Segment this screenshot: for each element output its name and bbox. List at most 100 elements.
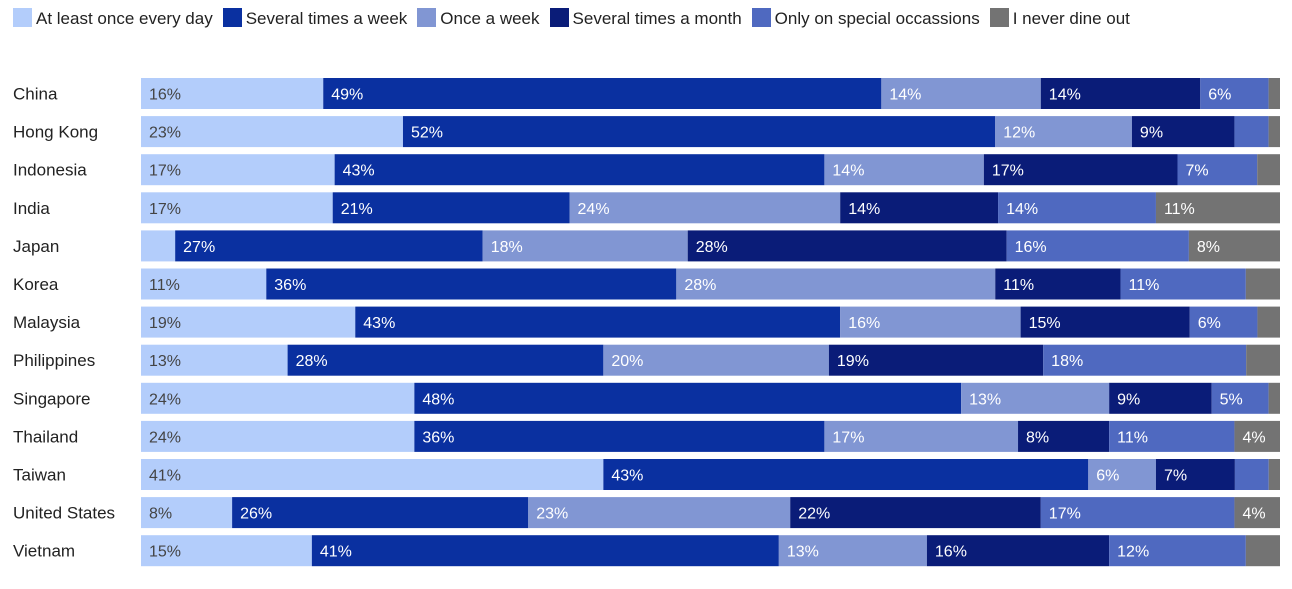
bar-segment: [603, 344, 829, 376]
data-label: 27%: [183, 239, 215, 256]
legend-item: Several times a month: [549, 8, 742, 28]
bar-segment: [676, 268, 996, 300]
bar-segment: [1268, 78, 1280, 109]
data-label: 13%: [969, 391, 1001, 408]
data-label: 11%: [1003, 277, 1034, 294]
legend-item: Once a week: [417, 8, 540, 28]
bar-segment: [1177, 154, 1258, 186]
category-label: Vietnam: [13, 542, 75, 561]
bar-segment: [1109, 382, 1212, 414]
bar-segment: [1268, 382, 1280, 414]
data-label: 4%: [1242, 506, 1265, 523]
bar-segment: [1245, 535, 1280, 567]
category-label: Malaysia: [13, 313, 81, 332]
data-label: 19%: [149, 315, 181, 332]
chart-legend: At least once every day Several times a w…: [13, 6, 1273, 32]
bar-segment: [141, 382, 415, 414]
data-label: 49%: [331, 87, 363, 104]
legend-item: Only on special occassions: [751, 8, 980, 28]
bar-segment: [141, 154, 335, 186]
bar-segment: [1257, 306, 1280, 338]
bar-segment: [881, 78, 1041, 109]
category-label: Singapore: [13, 389, 91, 408]
data-label: 24%: [149, 391, 181, 408]
data-label: 17%: [832, 429, 864, 446]
bar-segment: [1234, 420, 1280, 452]
bar-segment: [332, 192, 570, 224]
data-label: 8%: [1026, 429, 1049, 446]
data-label: 17%: [149, 201, 181, 218]
bar-segment: [1211, 382, 1269, 414]
bar-segment: [355, 306, 841, 338]
data-label: 43%: [611, 468, 643, 485]
category-label: Korea: [13, 275, 59, 294]
bar-segment: [824, 154, 984, 186]
bar-segment: [323, 78, 882, 109]
legend-label: Several times a month: [572, 9, 742, 28]
bar-segment: [1120, 268, 1246, 300]
data-label: 14%: [848, 201, 880, 218]
data-label: 15%: [149, 544, 181, 561]
data-label: 11%: [149, 277, 180, 294]
data-label: 8%: [149, 506, 172, 523]
bar-segment: [961, 382, 1110, 414]
category-label: Hong Kong: [13, 123, 98, 142]
data-label: 19%: [837, 353, 869, 370]
bar-segment: [995, 268, 1121, 300]
data-label: 24%: [149, 429, 181, 446]
legend-swatch: [222, 8, 242, 27]
data-label: 8%: [1197, 239, 1220, 256]
data-label: 14%: [832, 163, 864, 180]
bar-segment: [482, 230, 688, 262]
category-label: Japan: [13, 237, 59, 256]
bar-segment: [983, 154, 1178, 186]
bar-segment: [1246, 344, 1280, 376]
bar-segment: [141, 116, 403, 148]
bar-segment: [141, 535, 312, 567]
bar-segment: [414, 382, 962, 414]
bar-segment: [995, 116, 1132, 148]
legend-label: I never dine out: [1012, 9, 1130, 28]
data-label: 12%: [1117, 544, 1149, 561]
bar-segment: [1006, 230, 1189, 262]
bar-segment: [1131, 116, 1235, 148]
bar-segment: [141, 497, 233, 529]
data-label: 17%: [992, 163, 1024, 180]
bar-segment: [998, 192, 1156, 224]
data-label: 36%: [422, 429, 454, 446]
bar-segment: [790, 497, 1041, 529]
category-label: Taiwan: [13, 466, 66, 485]
bar-segment: [141, 192, 333, 224]
data-label: 15%: [1029, 315, 1061, 332]
data-label: 24%: [578, 201, 610, 218]
data-label: 48%: [422, 391, 454, 408]
category-label: India: [13, 199, 50, 218]
bar-segment: [828, 344, 1044, 376]
bar-segment: [569, 192, 841, 224]
data-label: 16%: [935, 544, 967, 561]
bar-segment: [141, 268, 267, 300]
data-label: 17%: [149, 163, 181, 180]
bar-segment: [1189, 306, 1258, 338]
bar-segment: [1234, 497, 1280, 529]
legend-swatch: [751, 8, 771, 27]
data-label: 6%: [1208, 87, 1231, 104]
category-label: China: [13, 85, 58, 104]
legend-item: Several times a week: [222, 8, 407, 28]
bar-segment: [1088, 459, 1156, 490]
bar-segment: [141, 344, 288, 376]
data-label: 52%: [411, 125, 443, 142]
bar-segment: [141, 420, 415, 452]
legend-label: Once a week: [440, 9, 540, 28]
data-label: 9%: [1117, 391, 1140, 408]
data-label: 4%: [1242, 429, 1265, 446]
data-label: 43%: [343, 163, 375, 180]
data-label: 11%: [1129, 277, 1160, 294]
data-label: 16%: [848, 315, 880, 332]
data-label: 23%: [536, 506, 568, 523]
category-label: Philippines: [13, 351, 95, 370]
data-label: 36%: [274, 277, 306, 294]
category-label: United States: [13, 504, 115, 523]
